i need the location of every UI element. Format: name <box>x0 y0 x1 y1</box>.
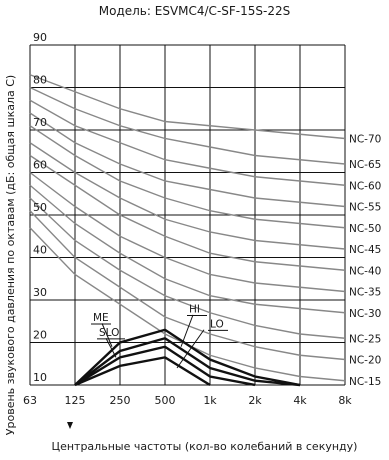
series-label: ME <box>93 312 109 324</box>
y-tick-label: 90 <box>33 31 47 44</box>
y-tick-label: 10 <box>33 371 47 384</box>
x-tick-label: 2k <box>248 394 262 407</box>
x-tick-label: 500 <box>155 394 176 407</box>
nc-curve-label: NC-40 <box>349 265 381 277</box>
series-line <box>74 328 301 387</box>
nc-curve <box>29 86 346 165</box>
chart-title: Модель: ESVMC4/C-SF-15S-22S <box>98 4 291 18</box>
nc-curve-label: NC-25 <box>349 333 381 345</box>
y-tick-label: 60 <box>33 159 47 172</box>
x-tick-label: 1k <box>203 394 217 407</box>
nc-curve-label: NC-65 <box>349 159 381 171</box>
y-tick-label: 70 <box>33 116 47 129</box>
series-label: SLO <box>99 327 119 339</box>
nc-curve-label: NC-70 <box>349 134 381 146</box>
series-leader-line <box>101 323 113 347</box>
series-line <box>74 356 211 387</box>
y-tick-label: 80 <box>33 74 47 87</box>
series-line <box>74 345 256 387</box>
nc-curve <box>29 125 346 229</box>
y-tick-label: 30 <box>33 286 47 299</box>
y-tick-label: 20 <box>33 329 47 342</box>
axis-layer: 63 125 250 500 1k 2k 4k 8k 10 20 30 40 50 60 70 80 90 Уро… <box>4 31 352 435</box>
nc-curve <box>29 99 346 186</box>
series-label: HI <box>189 304 200 316</box>
y-tick-label: 40 <box>33 244 47 257</box>
nc-curve <box>29 74 346 140</box>
nc-curve-label: NC-15 <box>349 376 381 388</box>
x-tick-label: 250 <box>110 394 131 407</box>
nc-curve <box>29 197 346 339</box>
y-axis-label: Уровень звукового давления по октавам (д… <box>4 75 17 435</box>
x-tick-label: 8k <box>338 394 352 407</box>
nc-curve-label: NC-35 <box>349 287 381 299</box>
x-tick-label: 4k <box>293 394 307 407</box>
nc-curve <box>29 154 346 271</box>
x-axis-label: Центральные частоты (кол-во колебаний в … <box>51 440 358 453</box>
nc-curve-label: NC-60 <box>349 180 381 192</box>
x-tick-label: 125 <box>65 394 86 407</box>
nc-curve-label: NC-50 <box>349 223 381 235</box>
label-layer: NC-70 NC-65 NC-60 NC-55 NC-50 NC-45 NC-40 NC-35… <box>91 134 381 388</box>
axis-marker <box>67 422 73 429</box>
grid-layer <box>29 44 346 386</box>
nc-curve <box>29 210 346 361</box>
series-label: LO <box>210 318 224 330</box>
nc-curve <box>29 184 346 314</box>
nc-curve-label: NC-55 <box>349 202 381 214</box>
nc-curve-label: NC-20 <box>349 355 381 367</box>
nc-curve <box>29 142 346 250</box>
nc-curves-layer <box>29 74 346 382</box>
series-leader-line <box>105 338 117 358</box>
nc-curve <box>29 171 346 293</box>
x-tick-label: 63 <box>23 394 37 407</box>
series-leader-line <box>180 314 194 347</box>
y-tick-label: 50 <box>33 201 47 214</box>
series-leader-line <box>176 329 205 369</box>
nc-curve-label: NC-45 <box>349 244 381 256</box>
nc-curve <box>29 112 346 208</box>
nc-curve-label: NC-30 <box>349 308 381 320</box>
